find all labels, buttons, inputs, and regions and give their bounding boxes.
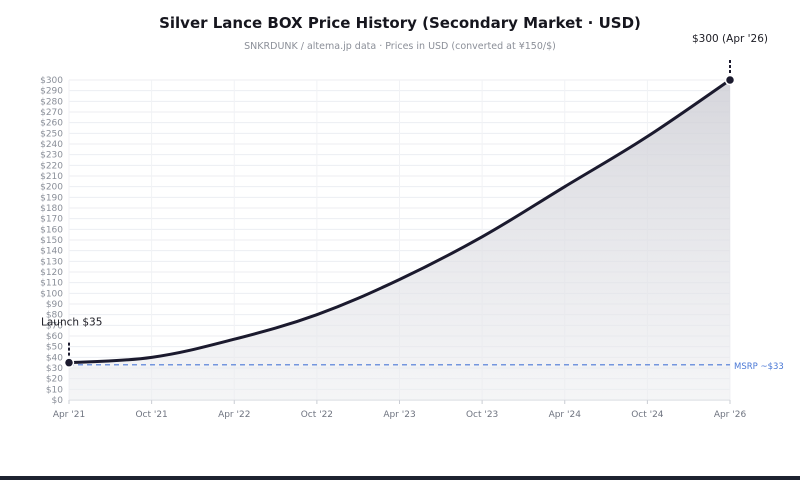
y-tick-label: $70 <box>46 321 63 331</box>
y-tick-label: $270 <box>40 108 63 118</box>
y-tick-label: $260 <box>40 119 63 129</box>
y-tick-label: $140 <box>40 247 63 257</box>
x-tick-label: Apr '22 <box>218 410 250 420</box>
y-tick-label: $40 <box>46 353 63 363</box>
y-tick-label: $30 <box>46 364 63 374</box>
x-tick-label: Oct '21 <box>135 410 167 420</box>
y-tick-label: $240 <box>40 140 63 150</box>
chart-title: Silver Lance BOX Price History (Secondar… <box>159 14 641 32</box>
y-tick-label: $80 <box>46 311 63 321</box>
msrp-label: MSRP ~$33 <box>734 362 784 372</box>
y-tick-label: $10 <box>46 385 63 395</box>
y-tick-label: $220 <box>40 161 63 171</box>
y-tick-label: $210 <box>40 172 63 182</box>
y-tick-label: $200 <box>40 183 63 193</box>
end-price-annotation: $300 (Apr '26) <box>692 33 768 45</box>
x-tick-label: Oct '22 <box>301 410 333 420</box>
x-tick-label: Oct '24 <box>631 410 664 420</box>
y-tick-label: $20 <box>46 375 63 385</box>
y-tick-label: $180 <box>40 204 63 214</box>
y-tick-label: $130 <box>40 257 63 267</box>
y-tick-label: $50 <box>46 343 63 353</box>
x-tick-label: Apr '23 <box>383 410 415 420</box>
y-tick-label: $120 <box>40 268 63 278</box>
y-tick-label: $160 <box>40 225 63 235</box>
price-series-line <box>68 78 731 365</box>
x-tick-label: Apr '26 <box>714 410 747 420</box>
y-tick-label: $0 <box>52 396 64 406</box>
price-area-fill <box>69 80 730 400</box>
launch-annotation: Launch $35 <box>41 317 102 329</box>
y-tick-label: $150 <box>40 236 63 246</box>
y-tick-label: $110 <box>40 279 63 289</box>
y-tick-label: $90 <box>46 300 63 310</box>
y-tick-label: $290 <box>40 87 63 97</box>
chart-subtitle: SNKRDUNK / altema.jp data · Prices in US… <box>244 41 556 52</box>
end-point <box>724 74 736 86</box>
y-tick-label: $170 <box>40 215 63 225</box>
x-axis-ticks: Apr '21 Oct '21 Apr '22 Oct '22 Apr '23 Oct '… <box>53 399 747 420</box>
launch-point <box>63 357 75 368</box>
y-tick-label: $280 <box>40 97 63 107</box>
y-tick-label: $250 <box>40 129 63 139</box>
x-tick-label: Apr '21 <box>53 410 85 420</box>
y-axis-ticks: $0$10$20$30$40$50$60$70$80$90$100$110$12… <box>40 76 63 406</box>
y-tick-label: $230 <box>40 151 63 161</box>
bottom-bar <box>0 476 800 480</box>
x-tick-label: Oct '23 <box>466 410 498 420</box>
y-tick-label: $100 <box>40 289 63 299</box>
x-tick-label: Apr '24 <box>549 410 582 420</box>
y-tick-label: $300 <box>40 76 63 86</box>
y-tick-label: $190 <box>40 193 63 203</box>
y-tick-label: $60 <box>46 332 63 342</box>
endpoint-markers <box>63 60 736 368</box>
